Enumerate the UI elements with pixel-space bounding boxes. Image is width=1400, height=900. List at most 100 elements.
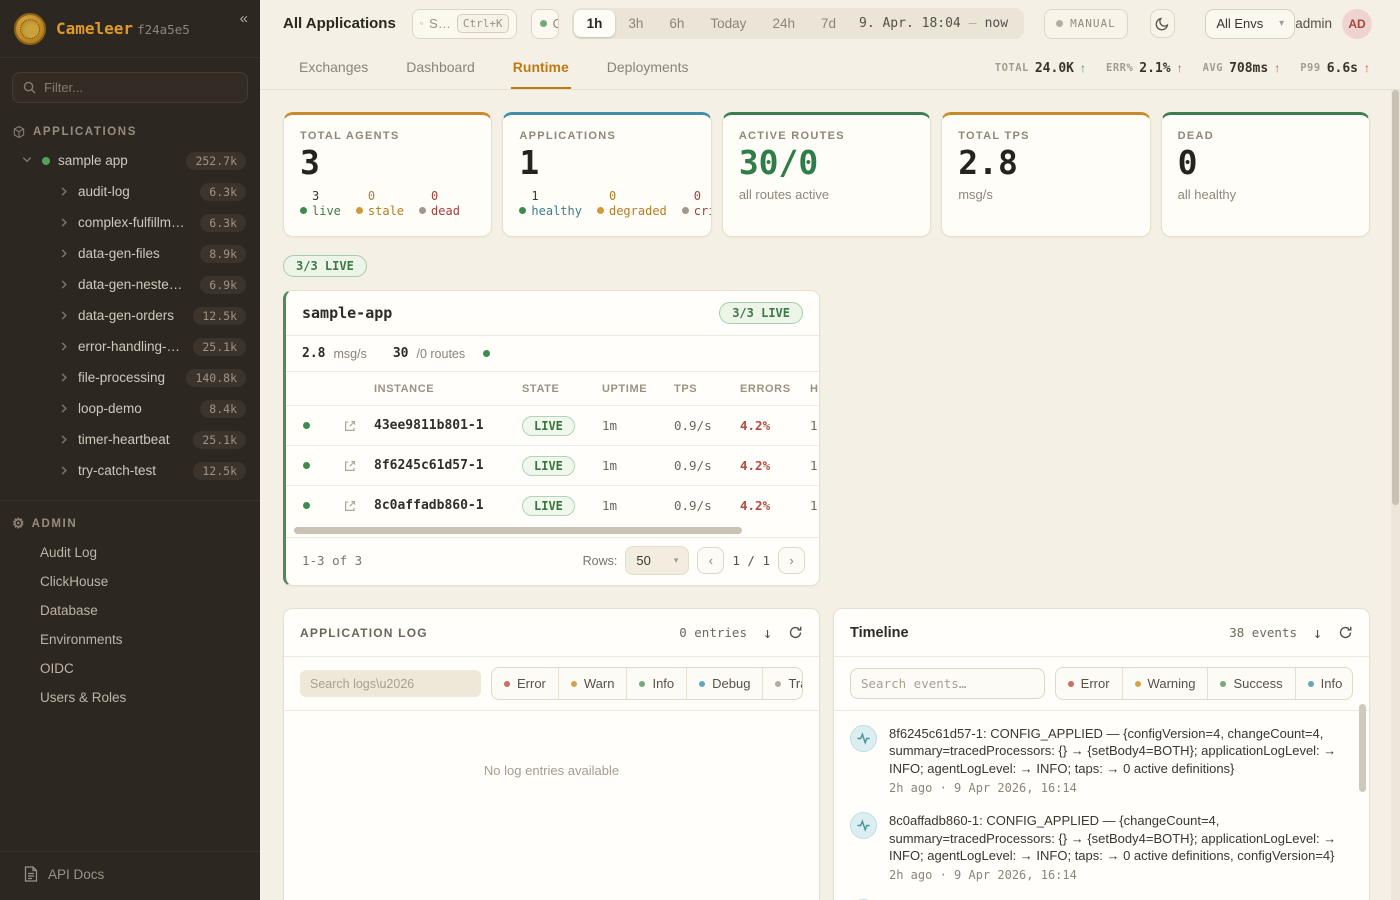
download-icon[interactable]: ↓ [762,623,772,642]
time-range-6h[interactable]: 6h [669,16,685,31]
chevron-right-icon[interactable] [60,403,70,414]
time-range-24h[interactable]: 24h [772,16,795,31]
chevron-right-icon[interactable] [60,217,70,228]
sidebar-item-environments[interactable]: Environments [40,632,123,647]
event-timestamp: 2h ago · 9 Apr 2026, 16:14 [889,781,1077,796]
download-icon[interactable]: ↓ [1312,623,1322,642]
avatar[interactable]: AD [1342,8,1372,39]
tree-item-data-gen-nested[interactable]: data-gen-neste… 6.9k [0,269,260,300]
collapse-sidebar-icon[interactable]: « [239,10,248,27]
tree-item-complex-fulfillment[interactable]: complex-fulfillm… 6.3k [0,207,260,238]
time-range-today[interactable]: Today [710,16,747,31]
api-docs-link[interactable]: API Docs [0,851,260,900]
page-scrollbar-thumb[interactable] [1392,90,1399,505]
refresh-mode-button[interactable]: MANUAL [1044,8,1128,39]
status-chip[interactable]: O [530,8,559,39]
chevron-right-icon[interactable] [60,372,70,383]
tree-item-audit-log[interactable]: audit-log 6.3k [0,176,260,207]
page-scrollbar[interactable] [1391,90,1400,900]
tab-runtime[interactable]: Runtime [510,47,571,89]
tab-dashboard[interactable]: Dashboard [406,59,475,75]
time-range-custom[interactable]: 9. Apr. 18:04 – now [849,16,1022,31]
tree-item-loop-demo[interactable]: loop-demo 8.4k [0,393,260,424]
sidebar-item-clickhouse[interactable]: ClickHouse [40,574,109,589]
log-search-input[interactable] [300,670,481,697]
chevron-right-icon[interactable] [60,186,70,197]
event-text: 8f6245c61d57-1: CONFIG_APPLIED — {config… [889,726,1337,776]
sidebar-item-audit-log[interactable]: Audit Log [40,545,98,560]
tree-item-error-handling[interactable]: error-handling-… 25.1k [0,331,260,362]
tree-item-data-gen-files[interactable]: data-gen-files 8.9k [0,238,260,269]
tree-item-count-badge: 25.1k [193,430,246,449]
filter-chip-error[interactable]: Error [1056,668,1122,699]
filter-chip-warn[interactable]: Warn [557,668,627,699]
event-timestamp: 2h ago · 9 Apr 2026, 16:14 [889,868,1077,883]
prev-page-button[interactable]: ‹ [697,547,725,574]
next-page-button[interactable]: › [778,547,805,574]
app-live-badge: 3/3 LIVE [719,302,803,324]
filter-input[interactable] [44,80,237,95]
chevron-right-icon[interactable] [60,465,70,476]
card-caption: msg/s [958,186,993,202]
table-row[interactable]: 8f6245c61d57-1 LIVE 1m 0.9/s 4.2% 1 [286,445,819,485]
col-clipped: H [810,382,819,395]
sidebar-item-oidc[interactable]: OIDC [40,661,74,676]
chevron-right-icon[interactable] [60,248,70,259]
sidebar-filter[interactable] [12,72,248,103]
time-range-1h[interactable]: 1h [573,10,616,37]
time-range-3h[interactable]: 3h [628,16,644,31]
table-row[interactable]: 43ee9811b801-1 LIVE 1m 0.9/s 4.2% 1 [286,405,819,445]
uptime-cell: 1m [602,418,618,433]
filter-chip-error[interactable]: Error [492,668,558,699]
filter-chip-info[interactable]: Info [1294,668,1352,699]
tree-item-file-processing[interactable]: file-processing 140.8k [0,362,260,393]
sidebar-item-users-roles[interactable]: Users & Roles [40,690,127,705]
refresh-icon[interactable] [788,625,803,640]
filter-chip-warning[interactable]: Warning [1121,668,1208,699]
theme-toggle-button[interactable] [1149,9,1176,38]
app-title[interactable]: sample-app [302,304,393,322]
tree-item-data-gen-orders[interactable]: data-gen-orders 12.5k [0,300,260,331]
chevron-right-icon[interactable] [60,279,70,290]
tab-deployments[interactable]: Deployments [606,59,689,75]
filter-chip-trace[interactable]: Trace [762,668,802,699]
horizontal-scrollbar[interactable] [292,527,813,534]
tree-root-sample-app[interactable]: sample app 252.7k [0,145,260,176]
log-panel-title: APPLICATION LOG [300,625,428,640]
chevron-down-icon[interactable] [22,156,33,166]
timeline-event[interactable]: 8f6245c61d57-1: CONFIG_APPLIED — {config… [850,725,1347,795]
instance-health-dot [286,422,326,429]
instance-health-dot [286,462,326,469]
rows-per-page-select[interactable]: 50 ▾ [625,546,690,575]
warn-dot [570,680,577,687]
tps-cell: 0.9/s [674,498,712,513]
filter-chip-success[interactable]: Success [1207,668,1294,699]
uptime-cell: 1m [602,458,618,473]
app-routes-value: 30 [392,346,409,361]
external-link-icon[interactable] [326,459,374,473]
timeline-scrollbar-thumb[interactable] [1359,704,1366,792]
chevron-right-icon[interactable] [60,434,70,445]
horizontal-scrollbar-thumb[interactable] [294,527,743,534]
success-dot [1220,680,1227,687]
tab-exchanges[interactable]: Exchanges [299,59,369,75]
tree-item-try-catch-test[interactable]: try-catch-test 12.5k [0,455,260,486]
clipped-cell: 1 [810,498,818,513]
external-link-icon[interactable] [326,499,374,513]
table-row[interactable]: 8c0affadb860-1 LIVE 1m 0.9/s 4.2% 1 [286,485,819,525]
sidebar-item-database[interactable]: Database [40,603,98,618]
tree-item-timer-heartbeat[interactable]: timer-heartbeat 25.1k [0,424,260,455]
chevron-right-icon[interactable] [60,341,70,352]
time-range-7d[interactable]: 7d [820,16,836,31]
global-search[interactable]: S… Ctrl+K [411,8,517,39]
state-badge: LIVE [522,495,575,516]
environment-select[interactable]: All Envs ▾ [1205,8,1296,39]
refresh-icon[interactable] [1338,625,1353,640]
range-separator: – [968,16,977,31]
timeline-search-input[interactable] [850,668,1045,699]
filter-chip-debug[interactable]: Debug [686,668,762,699]
timeline-event[interactable]: 8c0affadb860-1: CONFIG_APPLIED — {change… [850,812,1347,882]
chevron-right-icon[interactable] [60,310,70,321]
external-link-icon[interactable] [326,419,374,433]
filter-chip-info[interactable]: Info [626,668,686,699]
